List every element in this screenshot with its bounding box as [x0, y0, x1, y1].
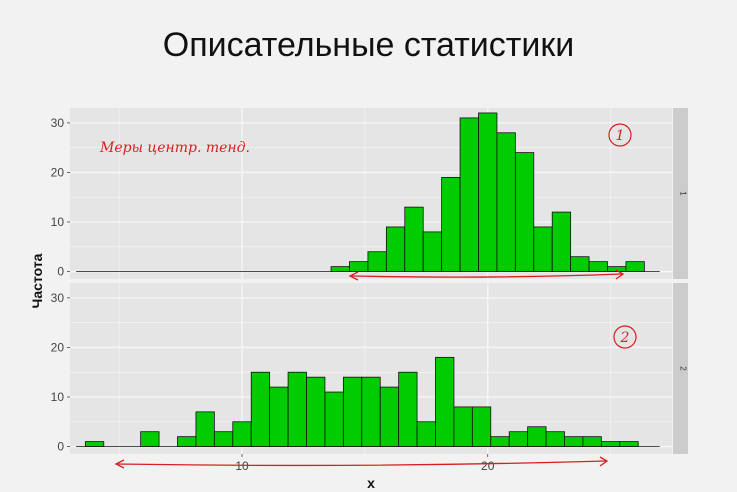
panel-1: 0 10 20 30 1 [51, 108, 688, 279]
histogram-bar [195, 411, 215, 447]
arrow-head [615, 269, 625, 280]
x-tick-label: 10 [235, 459, 249, 473]
histogram-bar [349, 261, 369, 272]
histogram-bar [564, 436, 584, 447]
histogram-bar [570, 256, 590, 272]
x-axis-title: x [367, 475, 375, 491]
histogram-bar [250, 371, 271, 447]
histogram-bar [367, 251, 387, 272]
y-tick-label: 20 [51, 340, 65, 354]
facet-strip-label: 2 [679, 366, 688, 371]
histogram-bar [435, 356, 455, 447]
histogram-bar [140, 431, 160, 447]
histogram-bar [459, 117, 479, 272]
histogram-bar [625, 261, 645, 272]
histogram-bar [453, 406, 473, 447]
histogram-bar [269, 386, 289, 447]
histogram-bar [287, 371, 307, 447]
histogram-bar [361, 376, 381, 447]
histogram-bar [619, 441, 639, 447]
histogram-bar [398, 371, 418, 447]
histogram-bar [527, 426, 547, 447]
histogram-bar [84, 441, 105, 447]
histogram-bar [490, 436, 510, 447]
circled-label-text: 1 [616, 128, 625, 144]
y-tick-label: 0 [57, 265, 64, 279]
circled-label-1 [608, 123, 632, 147]
y-tick-label: 10 [51, 390, 65, 404]
circled-label-text: 2 [620, 330, 630, 346]
circled-label-2 [613, 325, 637, 349]
histogram-bar [496, 132, 516, 272]
histogram-bar [306, 376, 326, 447]
arrow-head [599, 456, 609, 467]
histogram-bar [588, 261, 608, 272]
histogram-bar [232, 421, 252, 447]
y-tick-label: 0 [57, 440, 64, 454]
y-tick-label: 20 [51, 165, 65, 179]
histogram-bar [514, 152, 535, 272]
histogram-bar [416, 421, 436, 447]
arrow-head [348, 271, 359, 281]
histogram-bar [177, 436, 197, 447]
histogram-bar [551, 211, 572, 272]
y-tick-label: 10 [51, 215, 65, 229]
slide-title: Описательные статистики [162, 26, 575, 64]
histogram-bar [213, 431, 234, 447]
histogram-bar [379, 386, 400, 447]
panel-2: 0 10 20 30 2 [51, 283, 688, 454]
histogram-bar [404, 206, 424, 272]
histogram-bar [478, 112, 498, 272]
handwritten-note: Меры центр. тенд. [99, 140, 250, 156]
range-arrow-2 [117, 460, 607, 467]
histogram-bar [422, 231, 443, 272]
panel-background [70, 108, 672, 279]
histogram-bar [324, 391, 344, 447]
arrow-head [114, 459, 125, 469]
facet-strip-label: 1 [679, 191, 688, 196]
range-arrow-1 [351, 273, 623, 278]
histogram-bar [508, 431, 529, 447]
x-tick-label: 20 [481, 459, 495, 473]
annotations: Меры центр. тенд. 1 2 [99, 123, 637, 469]
histogram-bar [582, 436, 602, 447]
histogram-bar [385, 226, 406, 272]
histogram-bar [441, 176, 461, 272]
histogram-bar [533, 226, 553, 272]
histogram-bar [342, 376, 363, 447]
histogram-bar [545, 431, 565, 447]
y-tick-label: 30 [51, 291, 65, 305]
facet-strip [673, 283, 688, 454]
y-tick-label: 30 [51, 116, 65, 130]
histogram-bar [600, 441, 621, 447]
histogram-bar [330, 266, 350, 272]
axes: 10 20 x Частота [29, 253, 495, 491]
facet-strip [673, 108, 688, 279]
histogram-bar [471, 406, 492, 447]
y-axis-title: Частота [29, 253, 45, 308]
